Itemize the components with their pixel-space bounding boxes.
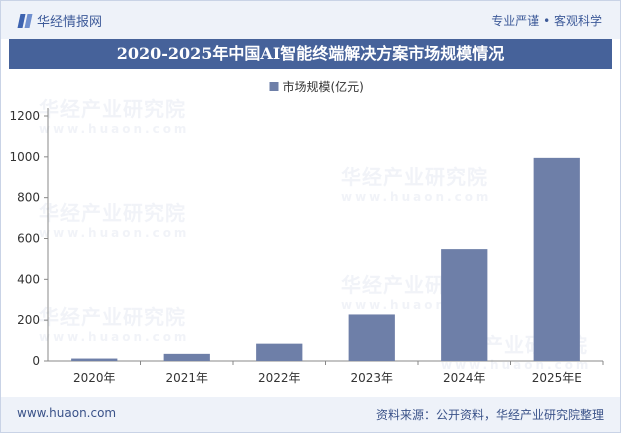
y-tick-label: 600 — [17, 232, 40, 246]
x-tick-label: 2025年E — [532, 371, 582, 385]
slogan: 专业严谨 • 客观科学 — [491, 14, 602, 28]
watermark: 华经产业研究院 www.huaon.com — [39, 301, 189, 344]
y-tick-label: 0 — [32, 354, 40, 368]
chart-title: 2020-2025年中国AI智能终端解决方案市场规模情况 — [9, 39, 612, 69]
y-tick-label: 400 — [17, 272, 40, 286]
bar-chart: 市场规模(亿元) 0 200 400 600 800 1000 1200 2020年 2021年 2… — [9, 79, 604, 385]
bar — [441, 249, 488, 361]
bar — [533, 157, 580, 361]
header-bar: 华经情报网 专业严谨 • 客观科学 — [1, 1, 620, 39]
brand[interactable]: 华经情报网 — [17, 11, 103, 30]
watermark-name: 华经产业研究院 — [39, 201, 186, 225]
y-tick-label: 1000 — [9, 150, 40, 164]
y-tick-label: 200 — [17, 313, 40, 327]
watermark-name: 华经产业研究院 — [39, 97, 186, 121]
footer-source: 资料来源：公开资料，华经产业研究院整理 — [375, 408, 604, 422]
footer-bar: www.huaon.com 资料来源：公开资料，华经产业研究院整理 — [1, 397, 620, 432]
bar — [163, 353, 210, 361]
y-tick-label: 800 — [17, 191, 40, 205]
x-tick-label: 2020年 — [73, 371, 116, 385]
legend-swatch — [269, 82, 279, 91]
watermark-url: www.huaon.com — [39, 226, 190, 240]
legend-label: 市场规模(亿元) — [283, 79, 364, 94]
brand-logo-icon — [17, 13, 33, 28]
watermark: 华经产业研究院 www.huaon.com — [39, 197, 189, 240]
watermark: 华经产业研究院 www.huaon.com — [341, 161, 491, 204]
watermark-url: www.huaon.com — [341, 190, 492, 204]
y-tick-label: 1200 — [9, 109, 40, 123]
watermark-name: 华经产业研究院 — [39, 305, 186, 329]
x-tick-label: 2022年 — [258, 371, 301, 385]
watermark-url: www.huaon.com — [39, 330, 190, 344]
bar — [348, 314, 395, 361]
bar — [256, 343, 303, 361]
footer-url[interactable]: www.huaon.com — [17, 406, 117, 420]
x-tick-label: 2024年 — [443, 371, 486, 385]
brand-name: 华经情报网 — [37, 15, 103, 30]
x-tick-label: 2023年 — [350, 371, 393, 385]
watermark-name: 华经产业研究院 — [341, 165, 488, 189]
bar — [71, 358, 118, 361]
watermark: 华经产业研究院 www.huaon.com — [39, 93, 189, 136]
watermark-url: www.huaon.com — [39, 122, 190, 136]
x-tick-label: 2021年 — [165, 371, 208, 385]
